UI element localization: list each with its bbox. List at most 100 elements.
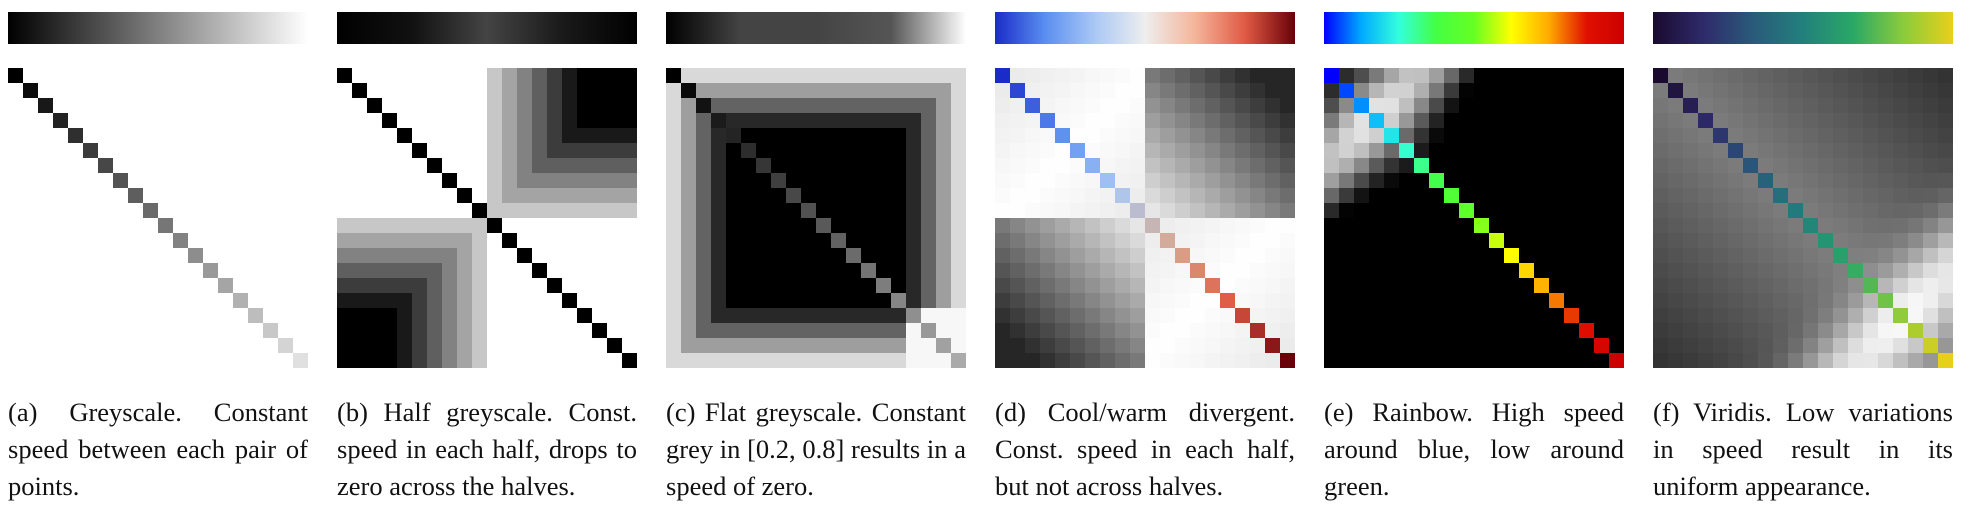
matrix-cell (128, 293, 144, 309)
matrix-cell (1145, 113, 1161, 129)
matrix-cell (1564, 113, 1580, 129)
matrix-cell (681, 98, 697, 114)
matrix-cell (1055, 218, 1071, 234)
matrix-cell (1115, 278, 1131, 294)
matrix-cell (547, 323, 563, 339)
matrix-cell (293, 83, 308, 99)
matrix-cell (577, 68, 593, 84)
matrix-cell (1220, 128, 1236, 144)
matrix-cell (726, 173, 742, 189)
matrix-cell (233, 158, 249, 174)
matrix-cell (771, 293, 787, 309)
matrix-cell (412, 113, 428, 129)
matrix-cell (696, 113, 712, 129)
matrix-cell (98, 173, 114, 189)
matrix-cell (1728, 278, 1744, 294)
matrix-cell (38, 278, 54, 294)
matrix-cell (1788, 263, 1804, 279)
matrix-cell (1863, 173, 1879, 189)
matrix-cell (1923, 68, 1939, 84)
matrix-cell (1265, 263, 1281, 279)
matrix-cell (472, 323, 488, 339)
matrix-cell (1160, 248, 1176, 264)
matrix-diagonal-cell (1833, 248, 1849, 264)
matrix-cell (412, 353, 428, 368)
matrix-cell (1758, 158, 1774, 174)
matrix-diagonal-cell (1414, 158, 1430, 174)
matrix-cell (457, 218, 473, 234)
matrix-cell (113, 158, 129, 174)
matrix-cell (472, 128, 488, 144)
matrix-cell (263, 68, 279, 84)
matrix-cell (68, 158, 84, 174)
matrix-cell (143, 323, 159, 339)
matrix-cell (906, 233, 922, 249)
matrix-diagonal-cell (562, 293, 578, 309)
matrix-cell (1653, 233, 1669, 249)
matrix-cell (1923, 158, 1939, 174)
caption-text-b: Half greyscale. Const. speed in each hal… (337, 397, 637, 501)
matrix-cell (1444, 158, 1460, 174)
matrix-cell (1055, 353, 1071, 368)
matrix-cell (1190, 203, 1206, 219)
matrix-cell (577, 203, 593, 219)
matrix-cell (1444, 248, 1460, 264)
matrix-cell (233, 68, 249, 84)
matrix-cell (696, 353, 712, 368)
matrix-cell (1474, 128, 1490, 144)
matrix-cell (1384, 353, 1400, 368)
matrix-cell (1384, 248, 1400, 264)
matrix-cell (1085, 173, 1101, 189)
matrix-cell (1190, 353, 1206, 368)
matrix-cell (846, 113, 862, 129)
matrix-cell (1025, 248, 1041, 264)
matrix-cell (1773, 68, 1789, 84)
matrix-cell (1444, 308, 1460, 324)
matrix-cell (1025, 293, 1041, 309)
matrix-cell (1010, 233, 1026, 249)
matrix-cell (936, 233, 952, 249)
matrix-cell (412, 173, 428, 189)
matrix-cell (248, 173, 264, 189)
matrix-cell (1250, 263, 1266, 279)
matrix-cell (562, 353, 578, 368)
matrix-cell (203, 248, 219, 264)
matrix-cell (726, 263, 742, 279)
matrix-cell (622, 338, 637, 354)
matrix-cell (1908, 188, 1924, 204)
matrix-cell (1504, 308, 1520, 324)
matrix-cell (68, 68, 84, 84)
matrix-cell (1878, 98, 1894, 114)
matrix-cell (1549, 158, 1565, 174)
matrix-cell (592, 218, 608, 234)
matrix-cell (278, 233, 294, 249)
matrix-cell (577, 158, 593, 174)
matrix-cell (1474, 98, 1490, 114)
matrix-cell (801, 158, 817, 174)
matrix-cell (1803, 143, 1819, 159)
matrix-cell (1594, 173, 1610, 189)
matrix-cell (801, 83, 817, 99)
matrix-cell (1923, 83, 1939, 99)
matrix-cell (891, 263, 907, 279)
matrix-cell (1339, 113, 1355, 129)
matrix-cell (592, 338, 608, 354)
matrix-cell (1384, 218, 1400, 234)
matrix-cell (1698, 203, 1714, 219)
matrix-cell (1594, 158, 1610, 174)
matrix-cell (876, 68, 892, 84)
matrix-cell (53, 278, 69, 294)
matrix-cell (442, 323, 458, 339)
matrix-cell (188, 293, 204, 309)
matrix-cell (741, 323, 757, 339)
matrix-cell (1474, 188, 1490, 204)
matrix-diagonal-cell (1848, 263, 1864, 279)
matrix-cell (442, 188, 458, 204)
matrix-cell (577, 263, 593, 279)
matrix-cell (502, 308, 518, 324)
matrix-cell (502, 278, 518, 294)
matrix-cell (1728, 233, 1744, 249)
matrix-cell (696, 143, 712, 159)
matrix-cell (517, 278, 533, 294)
matrix-cell (1459, 263, 1475, 279)
